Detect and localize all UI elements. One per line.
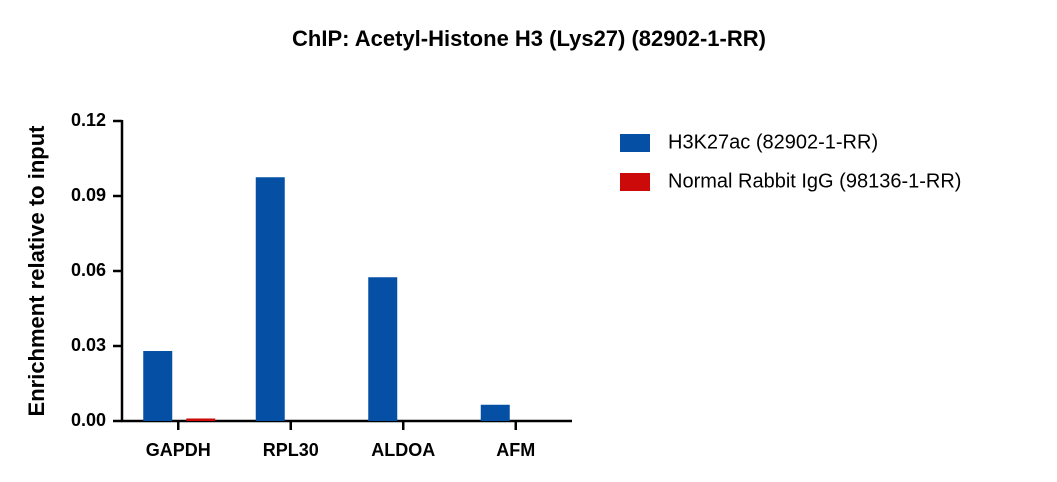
legend-swatch bbox=[620, 134, 650, 152]
bar bbox=[368, 277, 398, 421]
bar bbox=[480, 404, 510, 421]
x-tick-label: ALDOA bbox=[371, 440, 435, 460]
legend-label: H3K27ac (82902-1-RR) bbox=[668, 131, 878, 153]
y-tick-label: 0.09 bbox=[71, 185, 106, 205]
bar bbox=[143, 351, 173, 421]
y-tick-label: 0.12 bbox=[71, 110, 106, 130]
x-tick-label: AFM bbox=[496, 440, 535, 460]
y-tick-label: 0.03 bbox=[71, 335, 106, 355]
chart-title: ChIP: Acetyl-Histone H3 (Lys27) (82902-1… bbox=[292, 26, 766, 51]
x-tick-label: RPL30 bbox=[263, 440, 319, 460]
y-tick-label: 0.00 bbox=[71, 410, 106, 430]
x-tick-label: GAPDH bbox=[146, 440, 211, 460]
y-axis-label: Enrichment relative to input bbox=[24, 125, 49, 417]
legend-label: Normal Rabbit IgG (98136-1-RR) bbox=[668, 170, 961, 192]
y-tick-label: 0.06 bbox=[71, 260, 106, 280]
bar bbox=[255, 177, 285, 421]
bar bbox=[186, 418, 216, 421]
legend-swatch bbox=[620, 173, 650, 191]
